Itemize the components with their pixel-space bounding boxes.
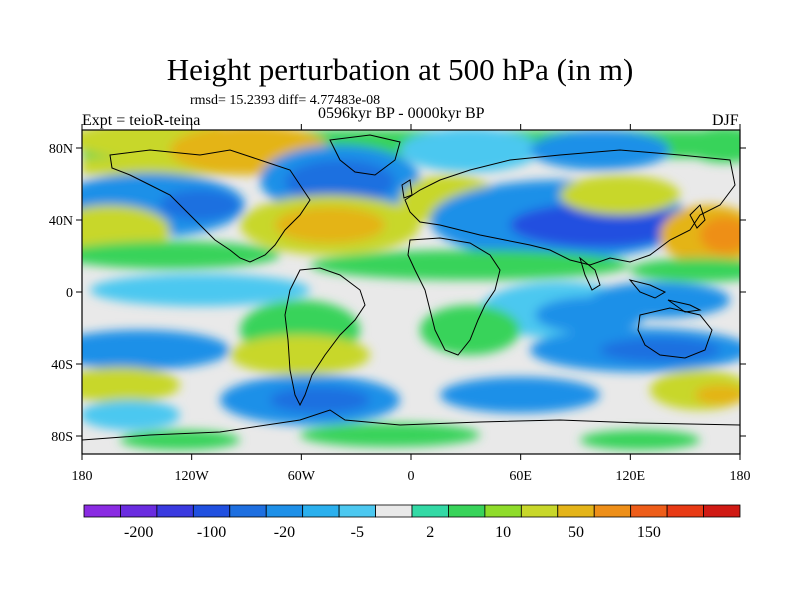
colorbar-box <box>630 504 668 518</box>
colorbar-box <box>229 504 267 518</box>
colorbar-box <box>83 504 121 518</box>
lon-tick-label: 0 <box>408 469 415 484</box>
colorbar-box <box>520 504 559 518</box>
lon-tick-label: 180 <box>72 469 93 484</box>
colorbar-label: -5 <box>351 524 364 541</box>
lat-tick-label: 80N <box>49 142 73 157</box>
experiment-label: Expt = teioR-teina <box>82 112 201 129</box>
colorbar-label: 2 <box>426 524 434 541</box>
season-label: DJF <box>712 112 739 129</box>
lon-tick-label: 120E <box>616 469 646 484</box>
colorbar-box <box>666 504 704 518</box>
colorbar-box <box>557 504 595 518</box>
colorbar-box <box>411 504 449 518</box>
lon-tick-label: 180 <box>730 469 751 484</box>
lon-tick-label: 120W <box>175 469 210 484</box>
colorbar-box <box>192 504 231 518</box>
colorbar: -200 -100 -20 -5 2 10 50 150 <box>83 504 741 541</box>
lon-tick-label: 60E <box>509 469 532 484</box>
lat-tick-label: 0 <box>66 286 73 301</box>
colorbar-box <box>302 504 340 518</box>
stats-label: rmsd= 15.2393 diff= 4.77483e-08 <box>190 93 381 108</box>
colorbar-label: 10 <box>495 524 511 541</box>
lat-tick-label: 40S <box>51 358 73 373</box>
lon-tick-label: 60W <box>288 469 316 484</box>
colorbar-box <box>265 504 304 518</box>
colorbar-box <box>375 504 413 518</box>
colorbar-box <box>593 504 632 518</box>
period-label: 0596kyr BP - 0000kyr BP <box>318 105 485 122</box>
colorbar-box <box>448 504 486 518</box>
colorbar-label: -20 <box>274 524 295 541</box>
colorbar-box <box>703 504 741 518</box>
colorbar-label: -200 <box>124 524 153 541</box>
lat-tick-label: 40N <box>49 214 73 229</box>
plot-title: Height perturbation at 500 hPa (in m) <box>166 52 634 87</box>
colorbar-label: 150 <box>637 524 661 541</box>
colorbar-label: -100 <box>197 524 226 541</box>
colorbar-box <box>338 504 376 518</box>
colorbar-box <box>120 504 158 518</box>
lat-tick-label: 80S <box>51 430 73 445</box>
colorbar-box <box>156 504 194 518</box>
latitude-axis: 80N 40N 0 40S 80S <box>49 142 746 445</box>
colorbar-box <box>484 504 522 518</box>
height-perturbation-field <box>82 130 740 454</box>
coastlines <box>82 134 740 441</box>
longitude-axis: 180 120W 60W 0 60E 120E 180 <box>72 124 751 484</box>
colorbar-label: 50 <box>568 524 584 541</box>
